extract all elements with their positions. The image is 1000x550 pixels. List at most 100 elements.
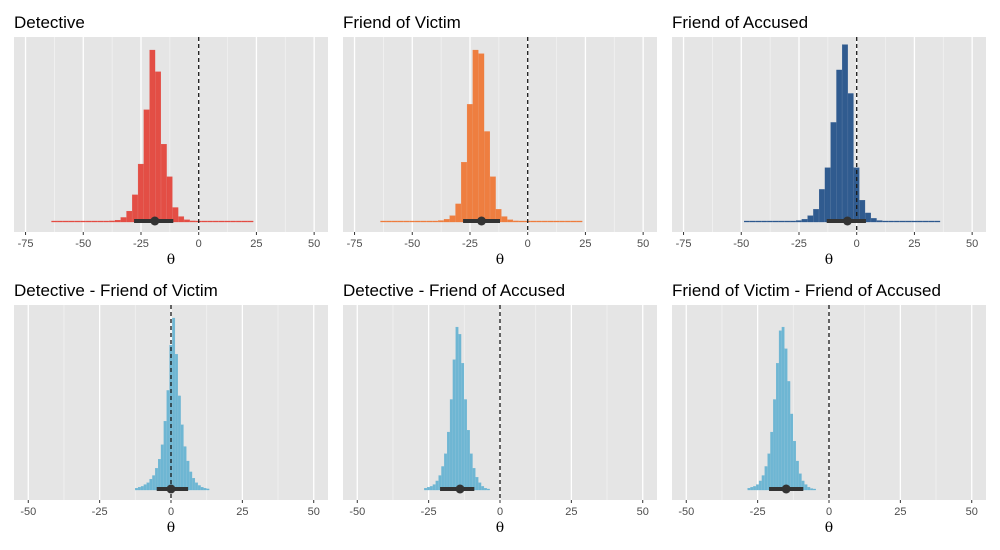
histogram-bar <box>467 430 470 491</box>
tick-label: -75 <box>18 238 34 250</box>
histogram-bar <box>559 220 565 223</box>
histogram-bar <box>161 144 167 223</box>
panel-title: Friend of Victim - Friend of Accused <box>672 281 941 300</box>
histogram-bar <box>203 488 207 491</box>
histogram-bar <box>51 220 58 223</box>
tick-label: -50 <box>678 506 694 518</box>
histogram-bar <box>801 219 808 223</box>
histogram-bar <box>189 471 193 491</box>
histogram-bar <box>478 482 482 491</box>
tick-label: 50 <box>966 506 978 518</box>
panel-background <box>343 37 657 232</box>
histogram-bar <box>420 220 427 223</box>
histogram-bar <box>177 395 181 491</box>
panel-title: Detective - Friend of Accused <box>343 281 565 300</box>
histogram-bar <box>109 220 115 223</box>
histogram-bar <box>424 488 427 491</box>
histogram-bar <box>386 220 392 223</box>
histogram-bar <box>230 220 236 223</box>
histogram-bar <box>464 399 467 491</box>
histogram-bar <box>819 189 825 223</box>
histogram-bar <box>149 49 156 223</box>
histogram-bar <box>876 220 883 223</box>
histogram-bar <box>750 487 754 491</box>
tick-label: -50 <box>349 506 365 518</box>
histogram-bar <box>894 220 900 223</box>
histogram-bar <box>753 486 756 491</box>
histogram-bar <box>466 104 473 223</box>
panel-2: Friend of Victim -75 -50 -25 0 25 50 θ <box>343 13 657 268</box>
histogram-bar <box>481 486 485 491</box>
histogram-bar <box>132 194 138 223</box>
histogram-bar <box>126 210 133 223</box>
histogram-bar <box>438 475 442 491</box>
panel-4: Detective - Friend of Victim -50 -25 0 25 50 θ <box>14 281 328 536</box>
histogram-bar <box>236 220 242 223</box>
histogram-bar <box>807 215 814 223</box>
x-axis-label: θ <box>496 520 504 536</box>
histogram-bar <box>767 220 773 223</box>
x-axis-label: θ <box>496 252 504 268</box>
histogram-bar <box>247 220 254 223</box>
panel-title: Friend of Victim <box>343 13 461 32</box>
tick-label: 25 <box>565 506 577 518</box>
histogram-bar <box>74 220 81 223</box>
tick-label: -75 <box>347 238 363 250</box>
histogram-bar <box>530 220 537 223</box>
tick-label: -50 <box>733 238 749 250</box>
histogram-bar <box>86 220 92 223</box>
histogram-bar <box>547 220 554 223</box>
histogram-bar <box>57 220 63 223</box>
histogram-bar <box>761 220 767 223</box>
histogram-bar <box>784 220 791 223</box>
histogram-bar <box>166 176 173 223</box>
histogram-bar <box>478 53 485 223</box>
histogram-bar <box>824 167 831 223</box>
point-estimate <box>842 216 852 226</box>
histogram-bar <box>438 220 444 223</box>
histogram-bar <box>427 487 430 491</box>
tick-label: 50 <box>637 238 649 250</box>
tick-label: -50 <box>20 506 36 518</box>
histogram-bar <box>218 220 225 223</box>
x-axis-label: θ <box>167 520 175 536</box>
histogram-bar <box>565 220 571 223</box>
histogram-bar <box>813 209 819 223</box>
histogram-bar <box>444 453 447 491</box>
histogram-bar <box>472 49 479 223</box>
histogram-bar <box>865 212 871 223</box>
histogram-bar <box>80 220 86 223</box>
histogram-bar <box>761 475 765 491</box>
tick-label: 25 <box>908 238 920 250</box>
histogram-bar <box>796 460 799 491</box>
tick-label: -75 <box>676 238 692 250</box>
histogram-bar <box>195 482 198 491</box>
histogram-bar <box>409 220 415 223</box>
panel-3: Friend of Accused -75 -50 -25 0 25 50 θ <box>672 13 986 268</box>
histogram-bar <box>163 421 167 491</box>
histogram-bar <box>749 220 756 223</box>
histogram-bar <box>160 444 164 491</box>
histogram-bar <box>140 486 144 491</box>
histogram-bar <box>487 488 490 491</box>
histogram-bar <box>146 482 150 491</box>
tick-label: 50 <box>966 238 978 250</box>
tick-label: -25 <box>750 506 766 518</box>
histogram-bar <box>790 413 794 491</box>
histogram-bar <box>178 216 185 223</box>
histogram-bar <box>461 363 465 491</box>
panel-6: Friend of Victim - Friend of Accused -50 -… <box>672 281 986 536</box>
tick-label: -50 <box>404 238 420 250</box>
histogram-bar <box>570 220 577 223</box>
histogram-bar <box>513 220 519 223</box>
histogram-bar <box>432 484 436 491</box>
panel-title: Friend of Accused <box>672 13 808 32</box>
histogram-bar <box>166 390 170 491</box>
histogram-bar <box>452 359 456 491</box>
histogram-bar <box>189 220 196 223</box>
histogram-bar <box>518 220 525 223</box>
x-axis-label: θ <box>825 520 833 536</box>
histogram-bar <box>807 487 811 491</box>
histogram-bar <box>536 220 542 223</box>
